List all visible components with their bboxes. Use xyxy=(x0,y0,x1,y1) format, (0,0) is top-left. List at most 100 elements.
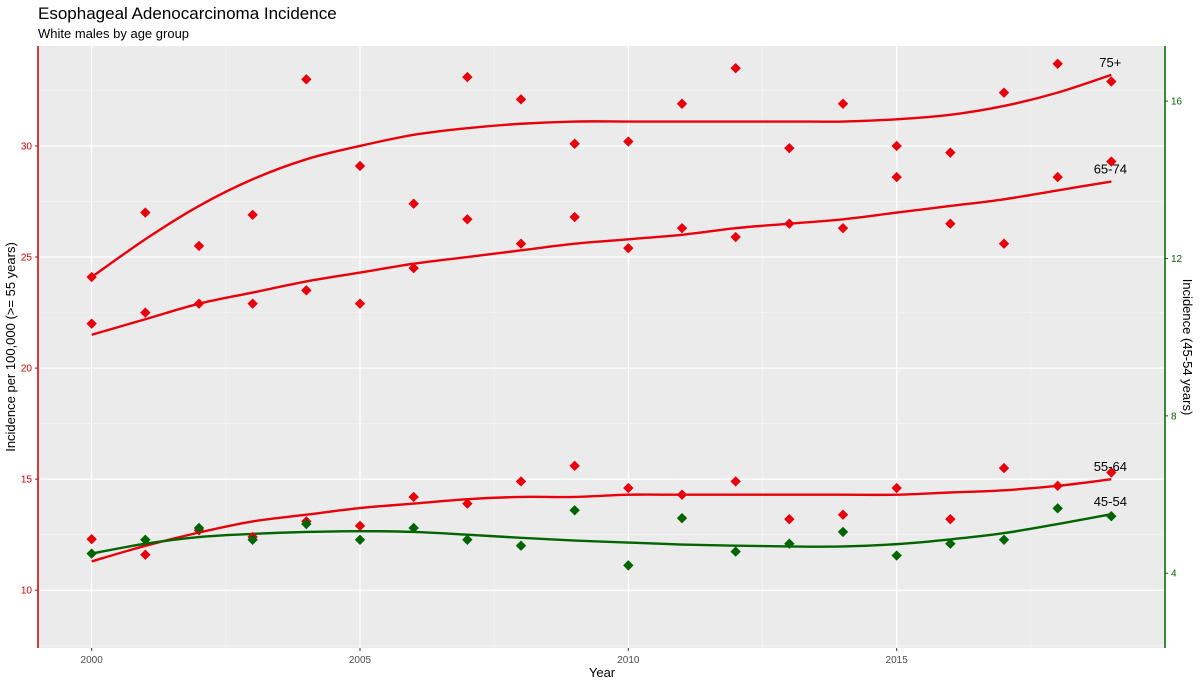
data-point-55-64 xyxy=(784,513,795,525)
data-point-65-74 xyxy=(1052,171,1063,183)
data-point-55-64 xyxy=(569,460,580,472)
data-point-75- xyxy=(676,98,688,109)
data-point-45-54 xyxy=(676,512,688,524)
y-right-tick-label: 12 xyxy=(1171,254,1183,265)
data-point-75- xyxy=(623,136,634,147)
data-point-75- xyxy=(247,209,258,221)
data-point-75- xyxy=(86,271,97,283)
data-point-45-54 xyxy=(569,505,580,516)
trend-lines xyxy=(90,73,1112,563)
data-point-65-74 xyxy=(247,298,258,309)
data-point-45-54 xyxy=(301,518,312,530)
data-point-55-64 xyxy=(515,476,527,487)
data-point-55-64 xyxy=(1052,480,1063,492)
series-label-55-64: 55-64 xyxy=(1094,459,1127,474)
y-left-tick-label: 30 xyxy=(21,141,33,152)
trend-line-75- xyxy=(90,73,1112,279)
data-point-45-54 xyxy=(730,546,741,557)
data-point-75- xyxy=(1106,76,1117,87)
x-tick-label: 2015 xyxy=(886,655,909,666)
data-point-65-74 xyxy=(891,171,902,183)
data-point-55-64 xyxy=(891,482,902,494)
data-point-65-74 xyxy=(676,222,688,234)
data-point-75- xyxy=(408,198,419,209)
data-points xyxy=(86,58,1117,571)
data-point-75- xyxy=(569,138,580,149)
y-axis-left-title: Incidence per 100,000 (>= 55 years) xyxy=(3,242,18,452)
y-left-tick-label: 15 xyxy=(21,475,33,486)
data-point-65-74 xyxy=(193,298,205,309)
data-point-45-54 xyxy=(945,538,956,549)
data-point-75- xyxy=(1052,58,1063,69)
y-right-tick-label: 8 xyxy=(1171,411,1177,422)
series-label-75-: 75+ xyxy=(1099,55,1121,70)
data-point-65-74 xyxy=(730,231,741,243)
data-point-75- xyxy=(193,240,205,252)
data-point-75- xyxy=(730,63,741,74)
y-left-tick-label: 20 xyxy=(21,364,33,375)
data-point-65-74 xyxy=(86,318,97,329)
data-point-45-54 xyxy=(86,548,97,559)
data-point-75- xyxy=(301,74,312,85)
data-point-45-54 xyxy=(193,522,205,534)
data-point-45-54 xyxy=(462,534,473,545)
data-point-65-74 xyxy=(998,238,1010,249)
trend-line-55-64 xyxy=(91,477,1112,563)
data-point-55-64 xyxy=(408,491,419,503)
x-tick-label: 2000 xyxy=(81,655,104,666)
chart-subtitle: White males by age group xyxy=(38,26,189,41)
data-point-75- xyxy=(784,142,795,154)
data-point-45-54 xyxy=(1106,510,1117,522)
y-right-tick-label: 4 xyxy=(1171,569,1177,580)
data-point-45-54 xyxy=(408,522,419,534)
data-point-45-54 xyxy=(1052,503,1063,514)
data-point-45-54 xyxy=(891,550,902,561)
data-point-65-74 xyxy=(1106,156,1117,167)
y-right-tick-label: 16 xyxy=(1171,97,1183,108)
data-point-75- xyxy=(515,94,527,105)
chart-title: Esophageal Adenocarcinoma Incidence xyxy=(38,4,337,23)
x-axis-title: Year xyxy=(589,665,616,680)
y-left-tick-label: 10 xyxy=(21,586,33,597)
data-point-55-64 xyxy=(354,520,366,532)
data-point-55-64 xyxy=(730,476,741,487)
data-point-55-64 xyxy=(462,498,473,509)
data-point-75- xyxy=(354,160,366,172)
data-point-75- xyxy=(837,98,849,109)
data-point-65-74 xyxy=(408,262,419,274)
x-tick-label: 2010 xyxy=(617,655,640,666)
axes: 10 15 20 25 30 4 8 12 16 2000 2005 2010 2015 xyxy=(21,46,1183,666)
data-point-45-54 xyxy=(354,534,366,545)
trend-line-65-74 xyxy=(91,180,1112,336)
data-point-45-54 xyxy=(247,534,258,545)
data-point-45-54 xyxy=(515,540,527,551)
data-point-65-74 xyxy=(623,242,634,254)
y-left-tick-label: 25 xyxy=(21,253,33,264)
data-point-65-74 xyxy=(354,298,366,309)
plot-panel xyxy=(38,46,1165,648)
data-point-55-64 xyxy=(837,509,849,520)
data-point-55-64 xyxy=(945,513,956,525)
data-point-55-64 xyxy=(1106,467,1117,478)
data-point-55-64 xyxy=(623,482,634,494)
data-point-75- xyxy=(945,147,956,158)
data-point-65-74 xyxy=(462,214,473,225)
data-point-55-64 xyxy=(676,489,688,500)
data-point-55-64 xyxy=(998,462,1010,474)
data-point-65-74 xyxy=(837,222,849,234)
data-point-45-54 xyxy=(140,534,151,545)
trend-line-45-54 xyxy=(91,513,1112,555)
y-axis-right-title: Incidence (45-54 years) xyxy=(1180,279,1195,416)
x-tick-label: 2005 xyxy=(349,655,372,666)
data-point-75- xyxy=(140,207,151,218)
data-point-45-54 xyxy=(623,560,634,571)
data-point-45-54 xyxy=(998,534,1010,545)
data-point-65-74 xyxy=(784,218,795,229)
series-labels: 75+ 65-74 55-64 45-54 xyxy=(1094,55,1127,509)
data-point-65-74 xyxy=(569,211,580,223)
data-point-65-74 xyxy=(515,238,527,249)
data-point-75- xyxy=(891,140,902,152)
data-point-45-54 xyxy=(784,538,795,549)
data-point-75- xyxy=(462,71,473,83)
